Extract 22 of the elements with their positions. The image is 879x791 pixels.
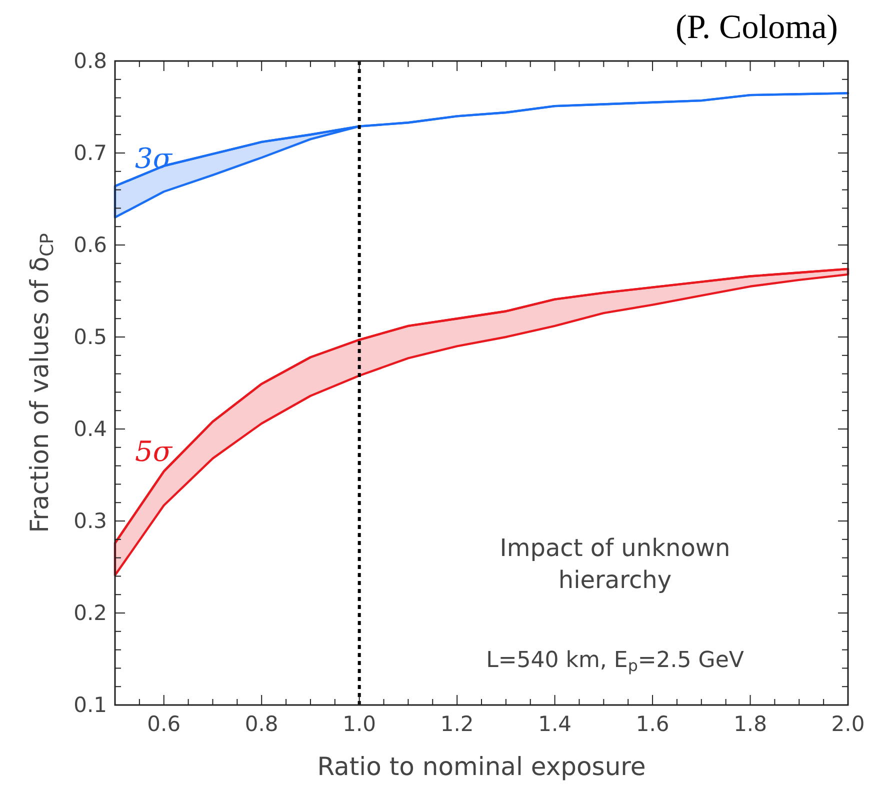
y-tick-label: 0.7: [74, 141, 107, 165]
x-tick-label: 0.6: [147, 712, 181, 736]
annotation: L=540 km, E$_{p}$=2.5 GeV: [486, 648, 744, 675]
x-tick-label: 1.4: [538, 712, 572, 736]
y-tick-label: 0.2: [74, 601, 107, 625]
annotation: Impact of unknown hierarchy: [500, 534, 730, 594]
y-tick-label: 0.3: [74, 509, 107, 533]
y-tick-label: 0.1: [74, 693, 107, 717]
y-tick-label: 0.6: [74, 233, 107, 257]
line-series: [114, 92, 850, 188]
y-tick-label: 0.5: [74, 325, 107, 349]
x-tick-label: 1.8: [734, 712, 767, 736]
x-axis-title: Ratio to nominal exposure: [317, 752, 646, 781]
x-tick-label: 1.6: [636, 712, 670, 736]
text: (P. Coloma): [676, 9, 838, 46]
x-tick-label: 2.0: [831, 712, 865, 736]
series-label: 5σ: [135, 435, 173, 468]
y-tick-label: 0.8: [74, 49, 107, 73]
x-tick-label: 1.0: [342, 712, 376, 736]
x-tick-label: 1.2: [440, 712, 474, 736]
x-tick-label: 0.8: [244, 712, 278, 736]
y-tick-label: 0.4: [74, 417, 107, 441]
